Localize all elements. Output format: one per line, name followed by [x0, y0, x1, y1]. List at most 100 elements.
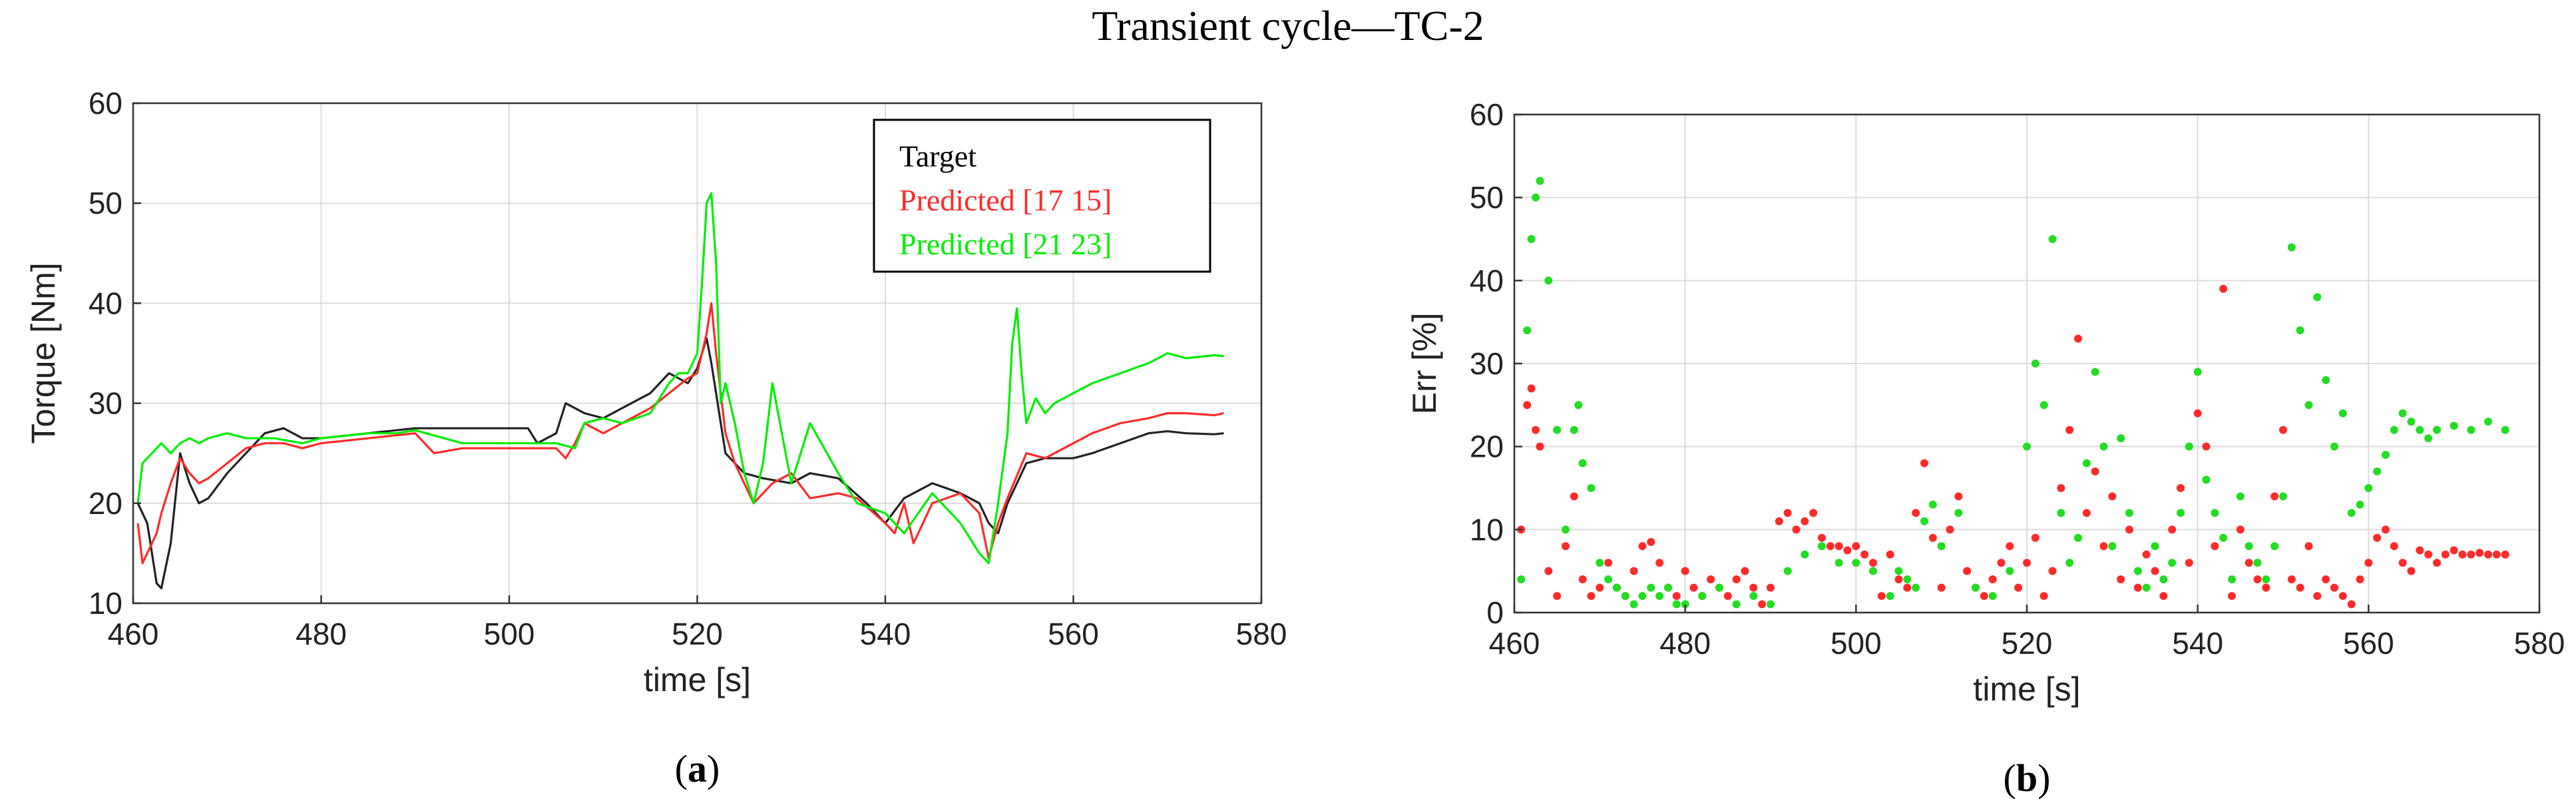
data-point — [1604, 559, 1613, 567]
data-point — [2458, 550, 2467, 559]
data-point — [2262, 583, 2270, 592]
y-tick-label: 60 — [89, 86, 122, 121]
data-point — [2501, 425, 2509, 434]
data-point — [2151, 542, 2159, 551]
data-point — [1681, 600, 1689, 609]
data-point — [2108, 542, 2117, 551]
data-point — [1963, 567, 1972, 575]
data-point — [1638, 542, 1647, 551]
data-point — [1843, 546, 1852, 555]
data-point — [2475, 549, 2484, 557]
data-point — [2202, 475, 2211, 484]
data-point — [1562, 525, 1570, 534]
y-tick-label: 30 — [1470, 346, 1504, 381]
data-point — [1809, 509, 1818, 517]
x-tick-label: 580 — [2514, 626, 2565, 661]
y-tick-label: 30 — [89, 386, 122, 421]
data-point — [2219, 533, 2228, 542]
data-point — [1792, 525, 1801, 534]
data-point — [2117, 434, 2125, 443]
data-point — [2228, 575, 2236, 584]
data-point — [1613, 583, 1621, 592]
x-axis-label: time [s] — [1973, 670, 2080, 708]
series-points-1 — [1517, 176, 2509, 609]
data-point — [2416, 546, 2424, 555]
data-point — [1715, 583, 1723, 592]
data-point — [1758, 600, 1767, 609]
data-point — [1937, 583, 1946, 592]
data-point — [2142, 583, 2151, 592]
data-point — [2202, 442, 2211, 451]
data-point — [1920, 459, 1928, 467]
data-point — [1886, 592, 1894, 601]
data-point — [1886, 550, 1894, 559]
data-point — [1912, 509, 1920, 517]
data-point — [1818, 542, 1826, 551]
data-point — [1834, 559, 1843, 567]
data-point — [2177, 484, 2185, 492]
x-tick-label: 520 — [2002, 626, 2053, 661]
data-point — [2023, 559, 2031, 567]
data-point — [2168, 559, 2177, 567]
data-point — [1587, 592, 1596, 601]
data-point — [1664, 583, 1672, 592]
data-point — [2322, 575, 2330, 584]
data-point — [1523, 326, 1532, 335]
data-point — [2065, 425, 2074, 434]
data-point — [2322, 376, 2330, 384]
data-point — [2091, 467, 2099, 476]
data-point — [2006, 567, 2014, 575]
data-point — [1574, 401, 1583, 409]
data-point — [2433, 559, 2441, 567]
data-point — [1749, 592, 1758, 601]
data-point — [2484, 550, 2492, 559]
data-point — [1920, 517, 1928, 525]
data-point — [2416, 425, 2424, 434]
data-point — [1903, 583, 1912, 592]
data-point — [1681, 567, 1689, 575]
data-point — [2296, 326, 2304, 335]
data-point — [1988, 575, 1997, 584]
data-point — [2236, 492, 2245, 501]
chart-a-torque: 460 480 500 520 540 560 580 10 20 30 40 50 60 time [s… — [25, 86, 1287, 790]
series-layer — [136, 192, 1224, 590]
data-point — [2492, 550, 2501, 559]
data-point — [2228, 592, 2236, 601]
data-point — [2142, 550, 2151, 559]
data-point — [2330, 583, 2338, 592]
data-point — [2330, 442, 2338, 451]
data-point — [1655, 592, 1664, 601]
tick-labels: 460 480 500 520 540 560 580 0 10 20 30 40 50 60 — [1470, 97, 2565, 661]
data-point — [1553, 425, 1562, 434]
data-point — [2211, 542, 2219, 551]
data-point — [1954, 492, 1963, 501]
data-point — [1946, 525, 1954, 534]
data-point — [1954, 509, 1963, 517]
data-point — [1647, 538, 1655, 547]
data-point — [1570, 492, 1578, 501]
data-point — [2065, 559, 2074, 567]
legend-box — [873, 119, 1211, 273]
data-point — [2091, 368, 2099, 376]
data-point — [2253, 575, 2262, 584]
data-point — [2262, 575, 2270, 584]
data-point — [2424, 434, 2433, 443]
data-point — [2099, 442, 2108, 451]
data-point — [1937, 542, 1946, 551]
panel-label: (b) — [2004, 756, 2051, 799]
data-point — [1604, 575, 1613, 584]
data-point — [1536, 176, 1544, 185]
x-tick-label: 520 — [672, 617, 723, 651]
data-point — [1527, 235, 1536, 243]
data-point — [1672, 600, 1681, 609]
data-point — [2039, 401, 2048, 409]
data-point — [2279, 492, 2287, 501]
data-point — [2364, 484, 2373, 492]
data-point — [2270, 542, 2279, 551]
data-point — [2177, 509, 2185, 517]
data-point — [2398, 409, 2407, 417]
data-point — [2347, 509, 2356, 517]
data-point — [2219, 284, 2228, 293]
data-point — [1629, 567, 1638, 575]
y-tick-label: 10 — [1470, 512, 1504, 547]
